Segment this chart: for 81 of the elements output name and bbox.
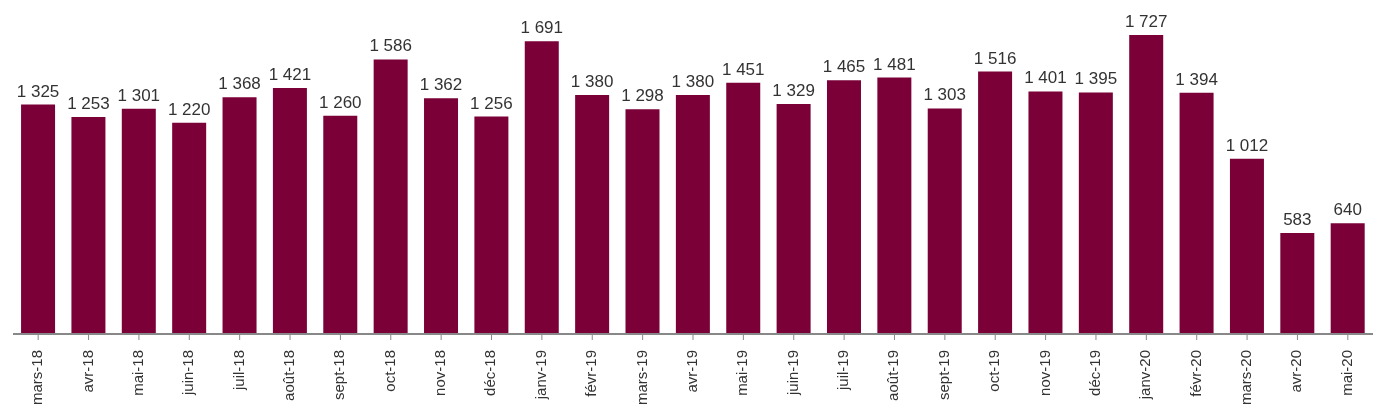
data-label: 1 394 bbox=[1175, 69, 1218, 89]
data-label: 640 bbox=[1333, 200, 1362, 220]
data-label: 1 301 bbox=[117, 85, 161, 105]
x-tick-label: juil-18 bbox=[229, 350, 247, 392]
bar bbox=[625, 109, 660, 334]
x-tick-label: juil-19 bbox=[834, 350, 852, 392]
bar bbox=[776, 103, 811, 334]
data-label: 1 516 bbox=[973, 48, 1017, 68]
data-label: 1 727 bbox=[1124, 12, 1168, 31]
bar bbox=[927, 108, 962, 334]
bar bbox=[1229, 158, 1264, 334]
data-label: 1 303 bbox=[923, 85, 966, 105]
bar bbox=[272, 87, 307, 334]
x-tick-label: févr-19 bbox=[582, 350, 600, 397]
bar bbox=[21, 104, 56, 334]
bar bbox=[1078, 92, 1113, 334]
bar bbox=[1129, 35, 1164, 334]
x-tick-label: juin-19 bbox=[783, 350, 801, 397]
data-label: 1 256 bbox=[470, 93, 513, 113]
data-label: 1 421 bbox=[268, 64, 312, 84]
x-tick-label: mars-18 bbox=[28, 350, 46, 406]
x-tick-label: janv-20 bbox=[1136, 350, 1154, 401]
bar bbox=[675, 95, 710, 334]
data-label: 1 220 bbox=[167, 99, 211, 119]
data-label: 1 380 bbox=[570, 72, 614, 92]
x-tick-label: oct-19 bbox=[985, 350, 1003, 392]
x-tick-label: févr-20 bbox=[1186, 350, 1204, 397]
x-tick-label: août-19 bbox=[884, 350, 902, 401]
x-tick-label: oct-18 bbox=[380, 350, 398, 392]
bar bbox=[1280, 233, 1315, 334]
data-label: 1 260 bbox=[319, 92, 362, 112]
data-label: 583 bbox=[1283, 210, 1312, 230]
bar bbox=[172, 122, 207, 334]
bar bbox=[877, 77, 912, 334]
x-tick-label: avr-18 bbox=[78, 350, 96, 393]
data-label: 1 451 bbox=[721, 59, 765, 79]
data-label: 1 465 bbox=[822, 57, 866, 77]
bar bbox=[71, 117, 106, 334]
x-tick-label: août-18 bbox=[280, 350, 298, 401]
data-label: 1 395 bbox=[1074, 69, 1118, 89]
x-tick-label: avr-19 bbox=[682, 350, 700, 393]
x-tick-label: sept-19 bbox=[934, 350, 952, 401]
data-label: 1 586 bbox=[369, 36, 412, 56]
x-tick-label: janv-19 bbox=[531, 350, 549, 401]
bar bbox=[121, 108, 156, 334]
bar bbox=[978, 71, 1013, 334]
bar bbox=[323, 115, 358, 334]
bar bbox=[424, 98, 459, 334]
bar bbox=[726, 82, 761, 334]
x-tick-label: mai-19 bbox=[733, 350, 751, 396]
x-tick-label: mai-18 bbox=[128, 350, 146, 396]
data-label: 1 325 bbox=[16, 81, 60, 101]
x-tick-label: mai-20 bbox=[1337, 350, 1355, 396]
data-label: 1 253 bbox=[67, 94, 110, 114]
bar bbox=[1028, 91, 1063, 334]
data-label: 1 298 bbox=[621, 86, 664, 106]
data-label: 1 329 bbox=[772, 80, 815, 100]
data-label: 1 481 bbox=[873, 54, 916, 74]
data-label: 1 012 bbox=[1225, 135, 1269, 155]
data-label: 1 362 bbox=[419, 75, 463, 95]
bar bbox=[373, 59, 408, 334]
data-label: 1 691 bbox=[520, 18, 564, 38]
bar bbox=[222, 97, 257, 334]
bar bbox=[474, 116, 509, 334]
x-tick-label: mars-19 bbox=[632, 350, 650, 406]
x-tick-label: avr-20 bbox=[1287, 350, 1305, 393]
data-label: 1 368 bbox=[218, 74, 261, 94]
x-tick-label: nov-18 bbox=[431, 350, 449, 396]
bar bbox=[1179, 92, 1214, 334]
x-tick-label: nov-19 bbox=[1035, 350, 1053, 396]
data-label: 1 380 bbox=[671, 72, 715, 92]
x-tick-label: déc-19 bbox=[1085, 350, 1103, 396]
data-label: 1 401 bbox=[1024, 68, 1067, 88]
x-tick-label: juin-18 bbox=[179, 350, 197, 397]
x-tick-label: mars-20 bbox=[1237, 350, 1255, 406]
bar bbox=[524, 41, 559, 334]
bar bbox=[1330, 223, 1365, 334]
x-tick-label: déc-18 bbox=[481, 350, 499, 396]
bar bbox=[575, 95, 610, 334]
x-tick-label: sept-18 bbox=[330, 350, 348, 401]
bar bbox=[826, 80, 861, 334]
